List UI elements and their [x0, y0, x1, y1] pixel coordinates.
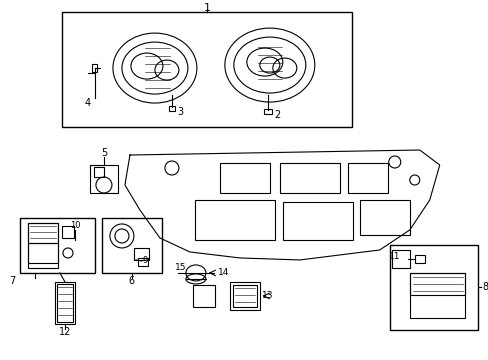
Bar	[347, 163, 387, 193]
Bar	[94, 167, 104, 177]
Bar	[62, 226, 74, 238]
Bar	[282, 202, 352, 240]
Text: 8: 8	[482, 283, 488, 292]
Bar	[192, 285, 214, 307]
Text: 2: 2	[274, 110, 281, 120]
Bar	[409, 273, 464, 318]
Text: 14: 14	[218, 269, 229, 278]
Bar	[138, 258, 147, 266]
Text: 5: 5	[101, 148, 107, 158]
Bar	[55, 282, 75, 324]
Text: 10: 10	[70, 221, 80, 230]
Text: 13: 13	[262, 292, 273, 301]
Bar	[92, 64, 97, 72]
Bar	[279, 163, 339, 193]
Bar	[57, 284, 73, 322]
Bar	[220, 163, 269, 193]
Bar	[414, 255, 424, 263]
Bar	[264, 109, 271, 114]
Bar	[195, 200, 274, 240]
Bar	[409, 273, 464, 295]
Text: 11: 11	[388, 252, 400, 261]
Text: 15: 15	[175, 264, 186, 273]
Bar	[90, 165, 118, 193]
Bar	[389, 245, 477, 330]
Bar	[28, 223, 58, 268]
Bar	[28, 223, 58, 243]
Bar	[359, 200, 409, 235]
Bar	[62, 12, 351, 127]
Bar	[28, 243, 58, 263]
Text: 1: 1	[203, 3, 210, 13]
Bar	[229, 282, 259, 310]
Text: 4: 4	[85, 98, 91, 108]
Bar	[391, 250, 409, 268]
Bar	[232, 285, 256, 307]
Text: 12: 12	[59, 327, 71, 337]
Text: 3: 3	[177, 107, 183, 117]
Text: 7: 7	[9, 276, 15, 286]
Bar	[102, 218, 162, 273]
Text: 9: 9	[142, 256, 147, 265]
Bar	[134, 248, 149, 260]
Bar	[168, 106, 175, 111]
Bar	[20, 218, 95, 273]
Text: 6: 6	[129, 276, 135, 286]
